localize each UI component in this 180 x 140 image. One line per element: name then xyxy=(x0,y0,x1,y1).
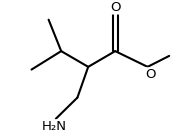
Text: O: O xyxy=(110,1,120,14)
Text: H₂N: H₂N xyxy=(42,120,66,133)
Text: O: O xyxy=(145,68,156,81)
